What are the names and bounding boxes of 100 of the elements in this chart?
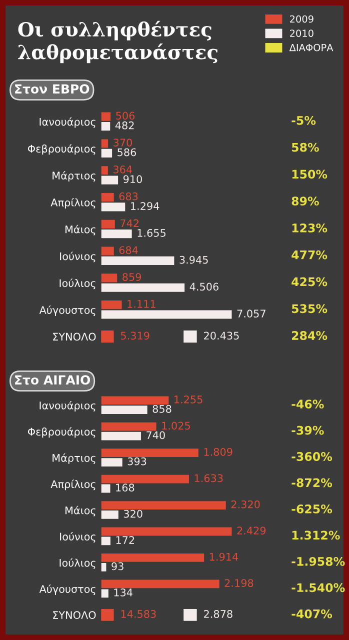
text: -360% [292,452,332,461]
data-label: 2.320 [231,500,260,508]
data-label: 364 [113,166,132,174]
text: 535% [292,304,328,314]
chart-subtitle: Στον ΕΒΡΟ [15,84,90,94]
data-label: 134 [114,588,132,596]
data-label: 320 [124,510,142,518]
text: -5% [292,116,316,125]
bar [101,510,118,519]
y-tick-label: Ιανουάριος [40,117,96,128]
text: 89% [292,196,319,206]
chart-title: Οι συλληφθέντες λαθρομετανάστες [18,20,218,64]
legend-label: 2009 [290,15,314,23]
y-tick-label: Ιανουάριος [40,400,96,412]
text: 284% [292,331,328,340]
bar [101,536,110,546]
y-tick-label: Ιούνιος [60,252,96,262]
bar [101,396,169,405]
bar [101,246,114,256]
data-label: 859 [122,273,141,281]
bar [101,432,141,440]
data-label: 4.506 [190,282,218,291]
data-label: 93 [112,562,124,570]
data-label: 7.057 [237,310,266,318]
data-label: 393 [128,457,146,466]
y-tick-label: ΣΥΝΟΛΟ [53,611,96,619]
text: -625% [292,504,332,514]
y-tick-label: Αύγουστος [39,584,96,596]
data-label: 2.198 [224,579,254,587]
text: 14.583 [121,610,156,618]
data-label: 506 [116,112,135,120]
text: 58% [292,142,319,152]
text: 123% [292,223,328,232]
bar [101,112,111,121]
data-label: 2.429 [237,526,266,535]
bar [101,448,198,458]
text: -872% [292,478,332,488]
text: 425% [292,277,328,286]
bar [101,580,220,588]
y-tick-label: ΣΥΝΟΛΟ [53,332,96,341]
bar [101,554,204,562]
data-label: 168 [116,484,134,492]
y-tick-label: Απρίλιος [50,198,96,208]
bar [101,220,115,228]
bar [101,484,110,493]
data-label: 1.809 [204,448,232,456]
text: -1.540% [292,583,345,592]
data-label: 1.111 [128,300,156,308]
data-label: 740 [146,431,165,440]
legend-label: ΔΙΑΦΟΡΑ [289,44,334,52]
text: 20.435 [204,332,239,340]
text: -39% [292,426,324,435]
bar [101,501,226,510]
data-label: 1.655 [138,228,166,237]
bar [101,256,174,266]
bar [101,562,106,572]
bar [101,458,122,466]
y-tick-label: Φεβρουάριος [28,427,96,438]
data-label: 910 [123,175,142,184]
data-label: 684 [119,246,138,254]
data-label: 1.255 [174,396,202,404]
bar [101,176,118,184]
y-tick-label: Ιούνιος [60,532,96,543]
y-tick-label: Ιούλιος [60,558,96,569]
bar [101,422,156,431]
data-label: 586 [118,148,136,156]
data-label: 858 [152,404,172,413]
bar [101,474,189,484]
text: -407% [292,609,332,618]
bar [101,300,122,310]
data-label: 1.914 [210,552,238,561]
y-tick-label: Αύγουστος [39,306,96,316]
data-label: 1.025 [162,422,190,430]
bar [101,274,118,282]
data-label: 1.294 [131,202,160,210]
data-label: 1.633 [194,474,223,482]
text: -46% [292,400,324,409]
text: 477% [292,250,328,260]
y-tick-label: Μάιος [66,224,96,236]
y-tick-label: Φεβρουάριος [28,144,96,155]
data-label: 3.945 [180,256,208,264]
y-tick-label: Μάιος [66,506,96,516]
bar [101,202,126,212]
text: 150% [292,170,328,179]
bar [101,230,132,238]
data-label: 370 [114,138,132,147]
bar [101,283,185,292]
data-label: 742 [120,219,139,228]
y-tick-label: Ιούλιος [60,278,96,290]
bar [101,589,108,598]
chart-title: Στο ΑΙΓΑΙΟ [15,375,90,385]
bar [101,166,108,175]
text: 2.878 [204,610,232,618]
text: -1.958% [292,556,345,566]
legend-label: 2010 [290,30,314,37]
text: 1.312% [292,530,340,540]
y-tick-label: Απρίλιος [50,480,96,490]
bar [101,139,108,148]
bar [101,148,112,158]
data-label: 683 [119,192,138,200]
